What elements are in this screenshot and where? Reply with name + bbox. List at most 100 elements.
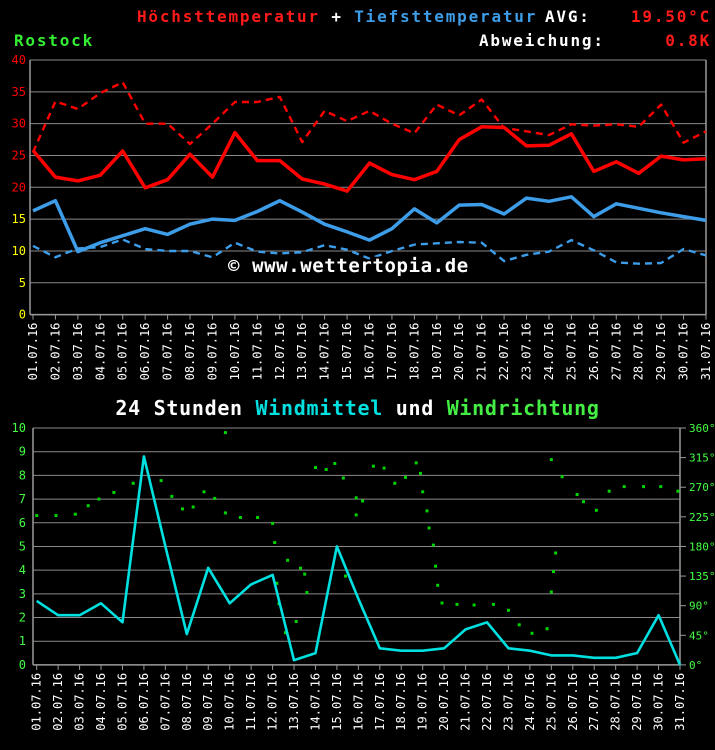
x-tick-label: 16.07.16 (351, 673, 365, 731)
x-tick-label: 06.07.16 (138, 323, 152, 381)
wind-direction-dot (371, 464, 375, 468)
right-tick-label: 45° (689, 629, 709, 642)
wind-direction-dot (404, 475, 407, 479)
x-tick-label: 29.07.16 (630, 673, 644, 731)
wind-direction-dot (582, 500, 585, 504)
x-tick-label: 10.07.16 (228, 323, 242, 381)
right-tick-label: 225° (689, 511, 715, 524)
wind-direction-dot (294, 620, 298, 623)
right-tick-label: 180° (689, 540, 715, 553)
wind-direction-dot (436, 583, 440, 587)
wind-direction-dot (344, 574, 347, 578)
left-tick-label: 7 (19, 492, 26, 506)
x-tick-label: 09.07.16 (205, 323, 219, 381)
wind-direction-dot (275, 581, 279, 585)
x-tick-label: 13.07.16 (287, 673, 301, 731)
wind-direction-dot (191, 505, 195, 509)
wind-direction-dot (35, 514, 39, 517)
wind-direction-dot (549, 590, 553, 594)
wind-direction-dot (202, 490, 206, 494)
wind-direction-dot (305, 591, 309, 594)
wind-direction-dot (273, 541, 277, 544)
x-tick-label: 17.07.16 (385, 323, 399, 381)
max-temp-solid-line (31, 125, 707, 193)
wind-chart: 0 1 2 3 4 5 6 7 8 9 10 0° 45° 90° 135° 180° 225° 270° 315°… (12, 421, 715, 731)
wind-direction-dot (427, 526, 431, 530)
wind-direction-dot (530, 631, 534, 635)
x-tick-label: 02.07.16 (51, 673, 65, 731)
y-tick-label: 40 (12, 53, 26, 67)
x-tick-label: 03.07.16 (73, 673, 87, 731)
windrichtung-dots (35, 431, 680, 635)
windrichtung-title: Windrichtung (446, 396, 600, 420)
x-tick-label: 06.07.16 (137, 673, 151, 731)
wind-chart-title: 24 Stunden Windmittel und Windrichtung (0, 396, 715, 420)
x-tick-label: 23.07.16 (501, 673, 515, 731)
wind-direction-dot (223, 431, 227, 435)
wind-direction-dot (382, 466, 386, 470)
x-tick-label: 02.07.16 (48, 323, 62, 381)
wind-direction-dot (73, 512, 77, 516)
wind-direction-dot (414, 461, 418, 465)
x-tick-label: 28.07.16 (609, 673, 623, 731)
wind-direction-dot (622, 485, 626, 489)
x-tick-label: 13.07.16 (295, 323, 309, 381)
wind-direction-dot (354, 513, 358, 517)
wind-direction-dot (594, 508, 598, 512)
x-tick-label: 26.07.16 (566, 673, 580, 731)
x-tick-label: 09.07.16 (201, 673, 215, 731)
title-plus: + (319, 7, 355, 26)
x-tick-label: 20.07.16 (437, 673, 451, 731)
wind-direction-dot (333, 462, 337, 465)
deviation-value: 0.8K (665, 31, 711, 50)
x-tick-label: 12.07.16 (273, 323, 287, 381)
x-tick-label: 25.07.16 (564, 323, 578, 381)
max-temp-title: Höchsttemperatur (137, 7, 320, 26)
windmittel-line (35, 455, 682, 666)
x-tick-label: 04.07.16 (93, 323, 107, 381)
wind-direction-dot (112, 491, 116, 494)
left-tick-label: 3 (19, 587, 26, 601)
y-tick-label: 30 (12, 117, 26, 131)
wind-direction-dot (299, 566, 302, 570)
avg-readout: AVG: 19.50°C (545, 7, 711, 26)
windmittel-title: Windmittel (255, 396, 383, 420)
deviation-label: Abweichung: (479, 31, 605, 50)
y-tick-label: 15 (12, 212, 26, 226)
right-tick-label: 270° (689, 481, 715, 494)
left-tick-label: 0 (19, 658, 26, 672)
station-name: Rostock (14, 31, 95, 50)
chart-title: Höchsttemperatur + Tiefsttemperatur (137, 7, 537, 26)
y-tick-label: 5 (19, 276, 26, 290)
min-temp-dashed-line (32, 238, 707, 265)
x-tick-label: 14.07.16 (318, 323, 332, 381)
wind-direction-dot (455, 602, 459, 606)
wind-direction-dot (324, 468, 328, 471)
left-tick-label: 1 (19, 634, 26, 648)
left-tick-label: 5 (19, 539, 26, 553)
wind-direction-dot (303, 572, 307, 576)
wind-direction-dot (431, 543, 435, 547)
x-tick-label: 14.07.16 (308, 673, 322, 731)
x-tick-label: 17.07.16 (373, 673, 387, 731)
right-tick-label: 135° (689, 570, 715, 583)
x-tick-label: 22.07.16 (497, 323, 511, 381)
wind-direction-dot (552, 570, 555, 573)
x-tick-label: 18.07.16 (394, 673, 408, 731)
x-tick-label: 31.07.16 (673, 673, 687, 731)
wind-direction-dot (659, 485, 663, 489)
avg-label: AVG: (545, 7, 591, 26)
x-tick-label: 28.07.16 (632, 323, 646, 381)
left-tick-label: 6 (19, 516, 26, 530)
x-tick-label: 11.07.16 (250, 323, 264, 381)
wind-direction-dot (560, 475, 564, 479)
right-tick-label: 315° (689, 452, 715, 465)
x-tick-label: 15.07.16 (340, 323, 354, 381)
x-tick-label: 08.07.16 (180, 673, 194, 731)
temperature-chart: 0 5 10 15 20 25 30 35 40 01.07.16 02.07.16 03.07.16… (12, 53, 713, 381)
wind-direction-dot (354, 496, 358, 500)
wind-direction-dot (361, 499, 365, 503)
x-tick-label: 04.07.16 (94, 673, 108, 731)
wind-direction-dot (181, 507, 184, 511)
left-tick-label: 8 (19, 468, 26, 482)
